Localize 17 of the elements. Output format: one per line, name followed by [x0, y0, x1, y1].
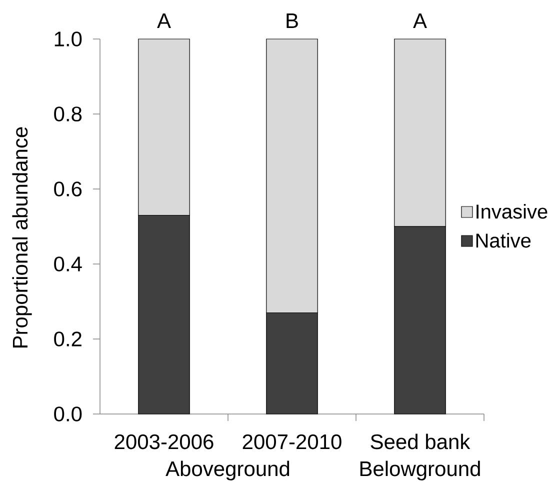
y-tick-label: 0.2	[54, 332, 82, 346]
y-tick-label: 0.8	[54, 106, 82, 122]
legend-label: Native	[476, 232, 531, 248]
annotation: A	[413, 14, 427, 28]
x-tick-label: 2003-2006	[114, 434, 214, 450]
x-tick-label: 2007-2010	[242, 434, 342, 450]
y-axis-title: Proportional abundance	[12, 127, 32, 348]
annotation: A	[157, 14, 171, 28]
y-tick-label: 0.0	[54, 406, 82, 422]
text: Aboveground	[166, 460, 290, 480]
annotation: B	[286, 14, 298, 28]
x-tick-label: Seed bank	[370, 434, 470, 450]
text: Belowground	[360, 460, 480, 480]
y-tick-label: 0.6	[54, 182, 82, 196]
legend-label: Invasive	[476, 204, 548, 219]
y-tick-label: 1.0	[54, 32, 82, 46]
y-tick-label: 0.4	[54, 256, 82, 272]
